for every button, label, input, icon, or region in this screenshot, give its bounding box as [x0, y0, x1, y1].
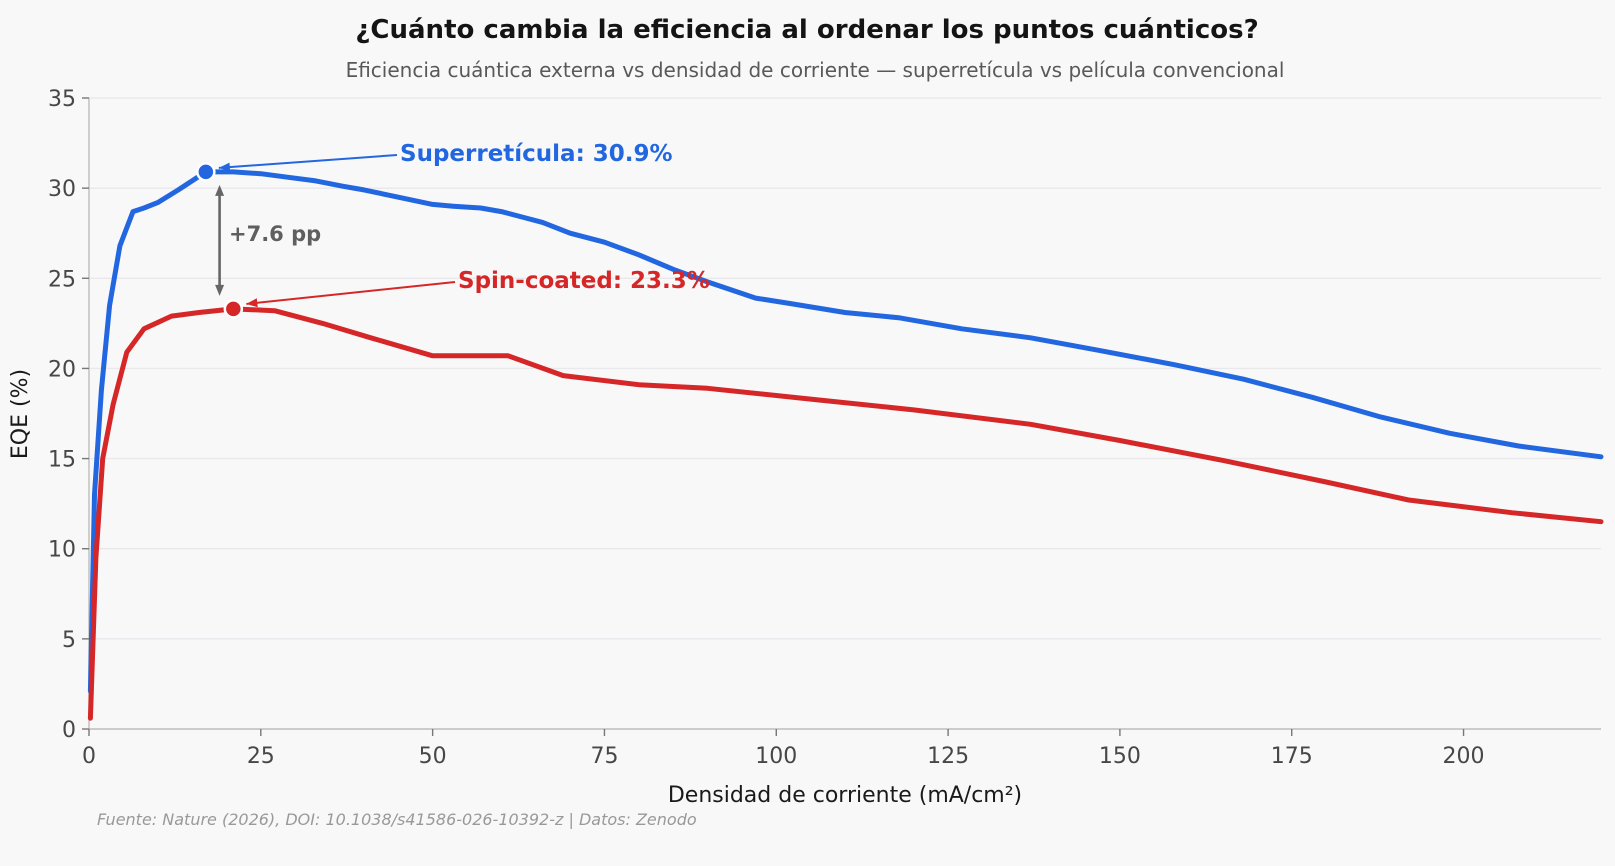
source-footer: Fuente: Nature (2026), DOI: 10.1038/s415… [97, 810, 697, 829]
chart-title: ¿Cuánto cambia la eficiencia al ordenar … [355, 15, 1258, 45]
chart-subtitle: Eficiencia cuántica externa vs densidad … [346, 58, 1285, 82]
y-tick-label: 35 [48, 87, 76, 112]
x-tick-label: 50 [419, 744, 447, 769]
leader-spin-coated-line [246, 281, 456, 305]
y-tick-label: 10 [48, 538, 76, 563]
y-tick-label: 30 [48, 177, 76, 202]
gap-arrow-down-head [215, 284, 225, 296]
peak-marker-superreticula [196, 162, 216, 182]
leader-superreticula-line [218, 154, 398, 169]
annotation-spincoated-label: Spin-coated: 23.3% [458, 268, 710, 294]
annotation-superlattice-label: Superretícula: 30.9% [400, 141, 673, 167]
series-line-superreticula [87, 169, 1604, 694]
x-tick-label: 125 [927, 744, 969, 769]
x-tick-label: 0 [82, 744, 96, 769]
x-tick-label: 75 [590, 744, 618, 769]
x-tick-label: 100 [755, 744, 797, 769]
leader-superreticula-head [218, 162, 231, 172]
y-tick-label: 15 [48, 448, 76, 473]
x-axis-label: Densidad de corriente (mA/cm²) [668, 783, 1022, 808]
y-tick-label: 25 [48, 267, 76, 292]
x-tick-label: 175 [1271, 744, 1313, 769]
peak-marker-spin-coated [223, 299, 244, 319]
y-tick-label: 20 [48, 357, 76, 382]
gap-arrow-up-head [215, 184, 225, 196]
x-tick-label: 25 [247, 744, 275, 769]
annotation-gap-label: +7.6 pp [229, 222, 321, 246]
y-axis-label: EQE (%) [8, 369, 33, 459]
y-tick-label: 0 [62, 718, 76, 743]
series-line-spin-coated [87, 306, 1604, 721]
plot-area: 0 25 50 75 100 125 150 175 200 0 5 10 15 20 25 30 35 [48, 87, 1604, 769]
x-tick-label: 200 [1443, 744, 1485, 769]
leader-spin-coated-head [246, 298, 258, 308]
x-tick-label: 150 [1099, 744, 1141, 769]
y-tick-label: 5 [62, 628, 76, 653]
